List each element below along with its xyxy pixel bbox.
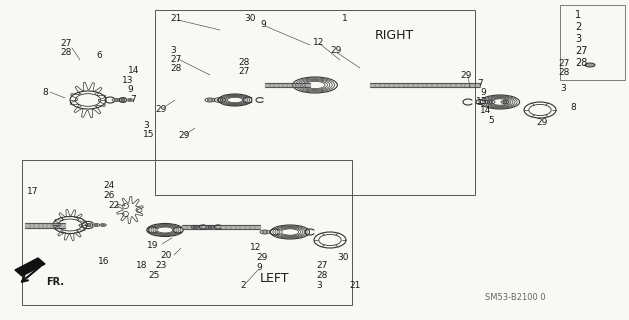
- Bar: [560, 5, 625, 80]
- Text: 23: 23: [155, 260, 167, 269]
- Text: 29: 29: [178, 131, 189, 140]
- Text: 29: 29: [256, 253, 267, 262]
- Text: 3: 3: [170, 45, 175, 54]
- Text: SM53-B2100 0: SM53-B2100 0: [485, 293, 545, 302]
- Text: 7: 7: [130, 94, 136, 103]
- Text: 8: 8: [42, 87, 48, 97]
- Text: 9: 9: [256, 263, 262, 273]
- Text: 27: 27: [60, 38, 71, 47]
- Text: 8: 8: [570, 102, 576, 111]
- Text: 12: 12: [313, 37, 325, 46]
- Text: 14: 14: [128, 66, 140, 75]
- Text: 3: 3: [575, 34, 581, 44]
- Text: 15: 15: [143, 130, 155, 139]
- Text: 21: 21: [170, 13, 181, 22]
- Text: 1: 1: [342, 13, 348, 22]
- Text: 21: 21: [349, 281, 360, 290]
- Text: 14: 14: [480, 106, 491, 115]
- Text: 27: 27: [316, 260, 327, 269]
- Text: 20: 20: [160, 251, 171, 260]
- Polygon shape: [15, 258, 45, 276]
- Bar: [155, 10, 475, 195]
- Text: 29: 29: [460, 70, 471, 79]
- Text: 27: 27: [575, 46, 587, 56]
- Text: 3: 3: [316, 281, 322, 290]
- Text: 6: 6: [96, 51, 102, 60]
- Text: 24: 24: [103, 180, 114, 189]
- Text: FR.: FR.: [46, 277, 64, 287]
- Text: 5: 5: [488, 116, 494, 124]
- Text: 30: 30: [337, 253, 348, 262]
- Text: 28: 28: [60, 47, 71, 57]
- Text: 28: 28: [170, 63, 181, 73]
- Text: 19: 19: [147, 241, 159, 250]
- Text: LEFT: LEFT: [260, 271, 289, 284]
- Text: 16: 16: [98, 258, 109, 267]
- Text: 30: 30: [244, 13, 255, 22]
- Text: 1: 1: [575, 10, 581, 20]
- Text: 3: 3: [560, 84, 565, 92]
- Text: 29: 29: [155, 105, 167, 114]
- Text: 27: 27: [170, 54, 181, 63]
- Text: 9: 9: [127, 84, 133, 93]
- Text: 9: 9: [480, 87, 486, 97]
- Text: 29: 29: [536, 117, 547, 126]
- Ellipse shape: [585, 63, 595, 67]
- Text: 22: 22: [108, 201, 120, 210]
- Text: 13: 13: [122, 76, 133, 84]
- Text: 2: 2: [575, 22, 581, 32]
- Text: 26: 26: [103, 190, 114, 199]
- Text: 18: 18: [136, 260, 147, 269]
- Text: 28: 28: [238, 58, 249, 67]
- Text: 28: 28: [575, 58, 587, 68]
- Text: 7: 7: [477, 78, 482, 87]
- Text: 3: 3: [143, 121, 148, 130]
- Text: 2: 2: [240, 281, 246, 290]
- Text: RIGHT: RIGHT: [375, 28, 415, 42]
- Bar: [22, 160, 352, 305]
- Text: 25: 25: [148, 270, 159, 279]
- Text: 13: 13: [476, 97, 487, 106]
- Text: 12: 12: [250, 244, 262, 252]
- Text: 17: 17: [27, 188, 38, 196]
- Text: 27: 27: [558, 59, 569, 68]
- Text: 29: 29: [330, 45, 342, 54]
- Text: 28: 28: [316, 270, 327, 279]
- Text: 28: 28: [558, 68, 569, 76]
- Text: 9: 9: [260, 20, 265, 28]
- Text: 27: 27: [238, 67, 249, 76]
